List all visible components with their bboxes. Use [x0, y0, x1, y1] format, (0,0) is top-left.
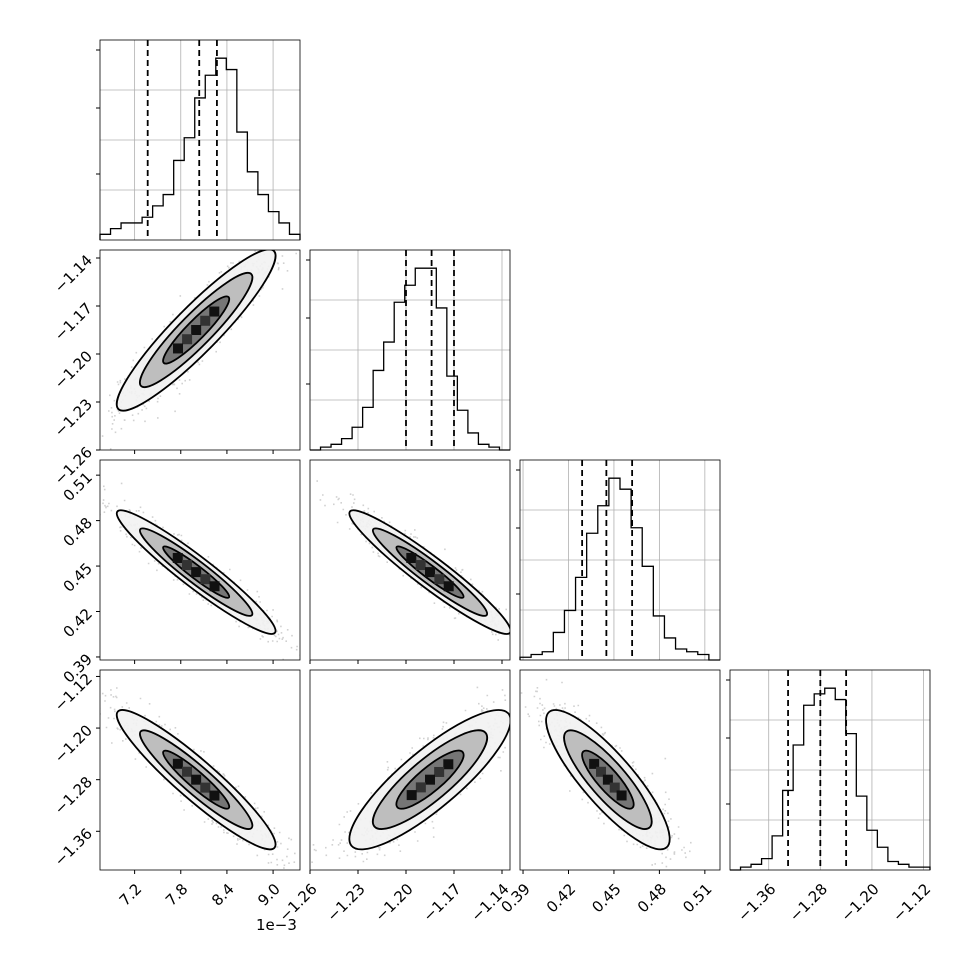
density-core-block — [616, 790, 627, 801]
panel-frame — [519, 669, 721, 871]
density-core-block — [182, 334, 193, 345]
corner-plot-layer: 7.2 7.8 8.4 9.0−1.26 −1.23 −1.20 −1.17 −1.140.3… — [51, 39, 934, 925]
x-tick-label: 7.2 — [116, 880, 146, 910]
panel-contents — [520, 678, 692, 870]
panel-frame — [99, 459, 301, 661]
density-core-block — [425, 567, 435, 578]
panel-frame — [99, 669, 301, 871]
density-core-block — [182, 766, 193, 777]
density-core-block — [434, 574, 445, 585]
density-core-block — [609, 782, 620, 793]
density-panel-2-1 — [309, 459, 511, 664]
density-panel-1-0 — [96, 249, 301, 454]
histogram-step — [99, 57, 301, 240]
x-tick-label: 0.42 — [543, 880, 579, 916]
density-core-block — [443, 581, 454, 592]
y-tick-label: −1.17 — [51, 299, 96, 344]
x-tick-label: −1.17 — [420, 880, 465, 925]
y-tick-label: −1.23 — [51, 395, 96, 440]
x-tick-label: −1.20 — [372, 880, 417, 925]
density-core-block — [172, 758, 183, 769]
x-tick-label: 0.48 — [634, 880, 670, 916]
x-tick-label: −1.12 — [889, 880, 934, 925]
x-tick-label: −1.36 — [734, 880, 779, 925]
panel-frame — [519, 459, 721, 661]
histogram-panel-1 — [306, 249, 511, 451]
density-core-block — [209, 581, 220, 592]
histogram-panel-0 — [96, 39, 301, 241]
panel-frame — [99, 39, 301, 241]
density-core-block — [200, 315, 211, 326]
panel-contents — [100, 687, 296, 869]
density-core-block — [209, 306, 220, 317]
panel-frame — [309, 459, 511, 661]
density-core-block — [200, 782, 211, 793]
histogram-step — [730, 687, 931, 871]
y-tick-label: −1.20 — [51, 721, 96, 766]
density-core-block — [434, 766, 445, 777]
density-core-block — [415, 560, 426, 571]
x-tick-label: 9.0 — [254, 880, 284, 910]
density-core-block — [191, 774, 202, 785]
y-tick-label: −1.14 — [51, 251, 96, 296]
density-core-block — [425, 774, 435, 785]
density-core-block — [602, 774, 613, 785]
panel-contents — [100, 482, 300, 660]
density-panel-2-0 — [96, 459, 301, 664]
density-panel-3-2 — [519, 669, 721, 874]
y-tick-label: −1.28 — [51, 773, 96, 818]
density-core-block — [589, 758, 600, 769]
panel-frame — [309, 249, 511, 451]
y-tick-label: −1.36 — [51, 825, 96, 870]
x-tick-label: 0.51 — [679, 880, 715, 916]
density-core-block — [191, 567, 202, 578]
x-tick-label: −1.23 — [324, 880, 369, 925]
x-tick-label: 8.4 — [208, 880, 238, 910]
y-tick-label: −1.20 — [51, 347, 96, 392]
x-tick-label: −1.28 — [786, 880, 831, 925]
histogram-step — [519, 477, 720, 661]
density-panel-3-0 — [96, 669, 301, 874]
x-tick-label: 0.45 — [588, 880, 624, 916]
density-core-block — [443, 759, 454, 770]
density-core-block — [406, 552, 417, 563]
density-core-block — [596, 766, 607, 777]
panel-contents — [101, 250, 300, 450]
density-core-block — [209, 790, 220, 801]
histogram-panel-2 — [516, 459, 721, 661]
panel-frame — [99, 249, 301, 451]
histogram-panel-3 — [726, 669, 931, 871]
density-core-block — [172, 552, 183, 563]
panel-frame — [309, 669, 511, 871]
y-tick-label: 0.45 — [60, 559, 96, 595]
x-tick-label: −1.20 — [837, 880, 882, 925]
y-tick-label: 0.48 — [60, 514, 96, 550]
histogram-step — [310, 267, 510, 451]
density-core-block — [191, 325, 202, 335]
density-core-block — [181, 560, 192, 571]
density-core-block — [415, 782, 426, 793]
density-core-block — [406, 790, 417, 801]
y-tick-label: 0.42 — [60, 605, 96, 641]
density-core-block — [200, 574, 211, 585]
panel-frame — [729, 669, 931, 871]
x-offset-label: 1e−3 — [256, 916, 297, 934]
panel-contents — [316, 480, 510, 641]
panel-contents — [311, 686, 510, 870]
x-tick-label: 7.8 — [162, 880, 192, 910]
density-core-block — [173, 343, 184, 354]
density-panel-3-1 — [309, 669, 511, 874]
